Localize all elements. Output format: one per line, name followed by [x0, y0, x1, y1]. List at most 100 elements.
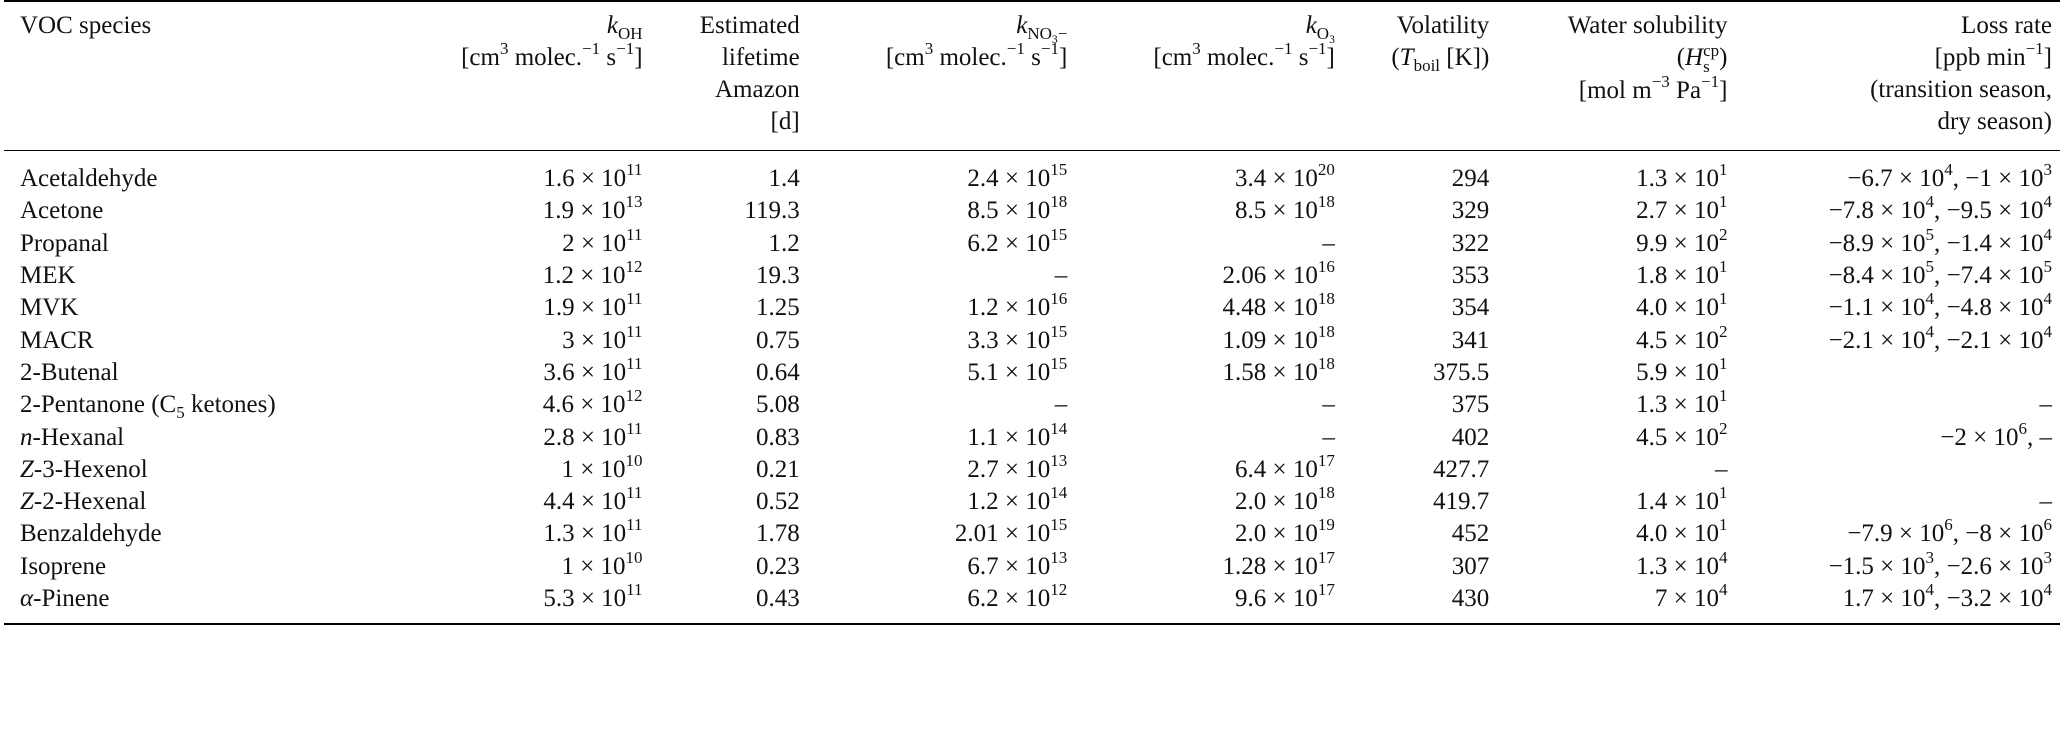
cell-species: 2-Pentanone (C5 ketones)	[4, 389, 383, 421]
times-sign: ×	[1266, 197, 1293, 225]
header-volatility: Volatility (Tboil [K])	[1342, 0, 1498, 151]
mantissa: 2.06	[1222, 262, 1267, 290]
cell-lifetime: 1.25	[651, 292, 808, 324]
henry-symbol: H	[1685, 44, 1704, 71]
exponent: 16	[1050, 289, 1068, 309]
exponent: 6	[2043, 515, 2053, 535]
cell-solubility: 4.5 × 102	[1497, 420, 1735, 453]
base-ten: 10	[2018, 585, 2044, 612]
base-ten: 10	[1025, 552, 1051, 580]
species-name-part: -Pinene	[33, 585, 110, 612]
cell-koh: 1 × 1010	[383, 452, 651, 486]
cell-value: 341	[1451, 326, 1490, 354]
cell-koh: 3.6 × 1011	[383, 353, 651, 389]
exponent: 15	[1050, 224, 1068, 244]
cell-value: 0.21	[755, 455, 800, 483]
cell-solubility: 5.9 × 101	[1497, 355, 1735, 389]
cell-loss-rate	[1735, 357, 2060, 389]
base-ten: 10	[1900, 585, 1926, 612]
base-ten: 10	[1025, 165, 1051, 193]
mantissa: 4.5	[1636, 423, 1668, 451]
cell-koh: 1.9 × 1013	[383, 193, 651, 227]
cell-value: 322	[1451, 229, 1490, 257]
header-solubility: Water solubility (H cp s) [mol m−3 Pa−1]	[1497, 0, 1736, 151]
cell-volatility: 322	[1343, 228, 1497, 260]
cell-volatility: 427.7	[1343, 454, 1497, 486]
times-sign: ×	[998, 552, 1026, 580]
base-ten: 10	[1292, 455, 1318, 483]
base-ten: 10	[601, 229, 627, 257]
cell-value: 0.52	[755, 488, 800, 516]
exponent: 11	[626, 353, 643, 373]
cell-kno3: –	[808, 389, 1076, 421]
base-ten: 10	[1292, 585, 1318, 612]
header-voc-label: VOC species	[20, 12, 152, 39]
separator: ,	[2027, 423, 2040, 451]
mantissa: 6.4	[1235, 455, 1267, 483]
mantissa: 2.01	[954, 520, 999, 548]
cell-value: 5.08	[755, 391, 800, 419]
kno3-symbol: k	[1016, 12, 1028, 39]
unit-part: molec.	[933, 44, 1007, 71]
exponent: 4	[2043, 192, 2053, 212]
cell-koh: 1.3 × 1011	[383, 516, 651, 550]
species-name-part: 2-Pentanone (C	[20, 391, 177, 419]
times-sign: ×	[1991, 552, 2019, 580]
header-lifetime: Estimated lifetime Amazon [d]	[650, 0, 808, 151]
cell-species: α-Pinene	[4, 582, 383, 626]
cell-value: 1.78	[755, 520, 800, 548]
times-sign: ×	[998, 197, 1026, 225]
cell-solubility: 9.9 × 102	[1497, 226, 1735, 260]
base-ten: 10	[601, 520, 627, 548]
exponent: 17	[1317, 579, 1335, 599]
exponent: 11	[626, 483, 643, 503]
mantissa: 1.9	[542, 197, 574, 225]
unit-part: ]	[1719, 77, 1728, 105]
cell-loss-rate: −1.1 × 104, −4.8 × 104	[1735, 290, 2060, 324]
table-row: MVK 1.9 × 1011 1.25 1.2 × 1016 4.48 × 1018 35…	[4, 289, 2060, 324]
cell-lifetime: 0.64	[651, 357, 808, 389]
times-sign: ×	[1892, 520, 1920, 548]
cell-value: –	[1054, 391, 1068, 419]
cell-kno3: 8.5 × 1018	[808, 192, 1076, 227]
exponent: 2	[1718, 321, 1728, 341]
tboil-symbol: T	[1399, 44, 1414, 71]
header-lifetime-line3: Amazon	[715, 76, 800, 103]
base-ten: 10	[1025, 455, 1051, 483]
times-sign: ×	[1873, 197, 1901, 225]
cell-loss-rate: −8.4 × 105, −7.4 × 105	[1735, 258, 2060, 292]
mantissa: −1.5	[1828, 552, 1874, 580]
mantissa: 2.8	[543, 423, 575, 451]
cell-value: 419.7	[1433, 488, 1490, 516]
species-name: Propanal	[20, 229, 109, 257]
times-sign: ×	[574, 423, 602, 451]
times-sign: ×	[1873, 294, 1901, 322]
mantissa: 1.1	[967, 423, 999, 451]
cell-koh: 4.6 × 1012	[383, 387, 651, 421]
mantissa: 1	[561, 552, 574, 580]
separator: ,	[1934, 585, 1947, 612]
species-name-part: -3-Hexenol	[33, 455, 148, 483]
cell-species: Z-3-Hexenol	[4, 454, 383, 486]
cell-ko3: –	[1075, 389, 1343, 421]
cell-volatility: 294	[1343, 151, 1497, 196]
times-sign: ×	[573, 391, 601, 419]
species-name: Acetaldehyde	[20, 165, 158, 193]
cell-species: Acetaldehyde	[4, 151, 383, 196]
times-sign: ×	[1667, 326, 1694, 354]
cell-value: 353	[1451, 262, 1490, 290]
exponent: 18	[1050, 192, 1068, 212]
times-sign: ×	[574, 165, 602, 193]
species-name: Isoprene	[20, 552, 107, 580]
mantissa: −8.9	[1828, 229, 1874, 257]
unit-part: [mol m	[1578, 77, 1652, 105]
mantissa: 4.48	[1222, 294, 1267, 322]
table-row: 2-Butenal 3.6 × 1011 0.64 5.1 × 1015 1.58 × …	[4, 353, 2060, 389]
base-ten: 10	[1693, 197, 1719, 225]
times-sign: ×	[1991, 294, 2019, 322]
cell-kno3: 6.7 × 1013	[808, 549, 1076, 583]
table-row: n-Hexanal 2.8 × 1011 0.83 1.1 × 1014–402 4.5…	[4, 420, 2060, 453]
exponent: 18	[1317, 483, 1335, 503]
cell-value: –	[2039, 488, 2053, 516]
base-ten: 10	[1292, 552, 1318, 580]
